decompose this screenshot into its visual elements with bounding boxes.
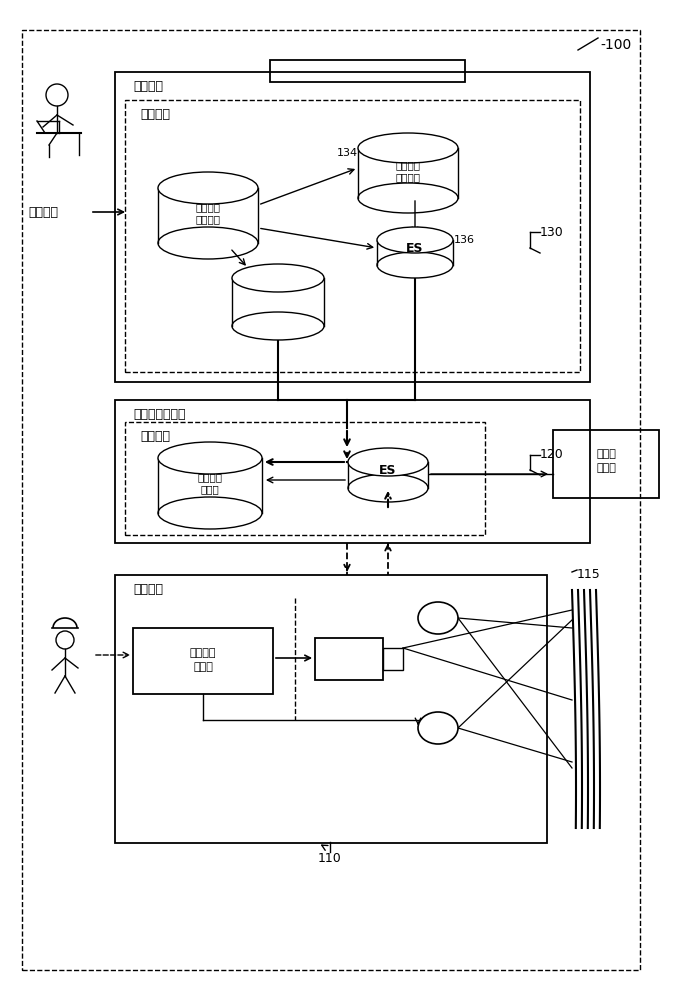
Text: ES: ES	[379, 464, 397, 477]
Ellipse shape	[418, 602, 458, 634]
Bar	[315, 638, 383, 680]
Circle shape	[46, 84, 68, 106]
Text: 虚拟热成
像数据库: 虚拟热成 像数据库	[395, 160, 421, 182]
Text: 122: 122	[172, 510, 194, 520]
Bar	[125, 422, 485, 535]
Bar	[115, 575, 547, 843]
Bar	[348, 462, 428, 488]
Text: 检查设备: 检查设备	[133, 583, 163, 596]
Ellipse shape	[418, 712, 458, 744]
Text: 管线特性: 管线特性	[28, 206, 58, 219]
Bar	[125, 100, 580, 372]
Text: 134: 134	[337, 148, 358, 158]
Bar	[383, 648, 403, 670]
Text: 120: 120	[540, 448, 564, 462]
Bar	[358, 148, 458, 198]
Bar	[270, 60, 465, 82]
Text: -100: -100	[600, 38, 631, 52]
Text: 识别和量
化模块: 识别和量 化模块	[198, 472, 222, 494]
Text: 138: 138	[235, 300, 256, 310]
Text: 在线装置
控制器: 在线装置 控制器	[189, 648, 216, 672]
Ellipse shape	[377, 227, 453, 253]
Ellipse shape	[158, 497, 262, 529]
Ellipse shape	[232, 312, 324, 340]
Text: 110: 110	[318, 852, 342, 865]
Text: 115: 115	[577, 568, 601, 581]
Text: 136: 136	[454, 235, 475, 245]
Ellipse shape	[348, 474, 428, 502]
Bar	[115, 400, 590, 543]
Ellipse shape	[358, 133, 458, 163]
Bar	[133, 628, 273, 694]
Ellipse shape	[158, 442, 262, 474]
Text: 132: 132	[165, 185, 186, 195]
Bar	[158, 188, 258, 243]
Bar	[115, 72, 590, 382]
Text: 在线计算机系统: 在线计算机系统	[133, 408, 185, 421]
Ellipse shape	[377, 252, 453, 278]
Text: ES: ES	[406, 241, 424, 254]
Ellipse shape	[232, 264, 324, 292]
Bar	[158, 458, 262, 513]
Bar	[377, 240, 453, 265]
Text: 130: 130	[540, 226, 564, 238]
Text: 缺陷微结
构数据库: 缺陷微结 构数据库	[196, 202, 220, 224]
Bar	[553, 430, 659, 498]
Ellipse shape	[358, 183, 458, 213]
Text: 离线模块: 离线模块	[140, 108, 170, 121]
Bar	[232, 278, 324, 326]
Ellipse shape	[158, 227, 258, 259]
Circle shape	[56, 631, 74, 649]
Ellipse shape	[348, 448, 428, 476]
Text: 训练系统: 训练系统	[133, 80, 163, 93]
Text: 在线模块: 在线模块	[140, 430, 170, 443]
Ellipse shape	[158, 172, 258, 204]
Text: 缺陷量
化报告: 缺陷量 化报告	[596, 449, 616, 473]
